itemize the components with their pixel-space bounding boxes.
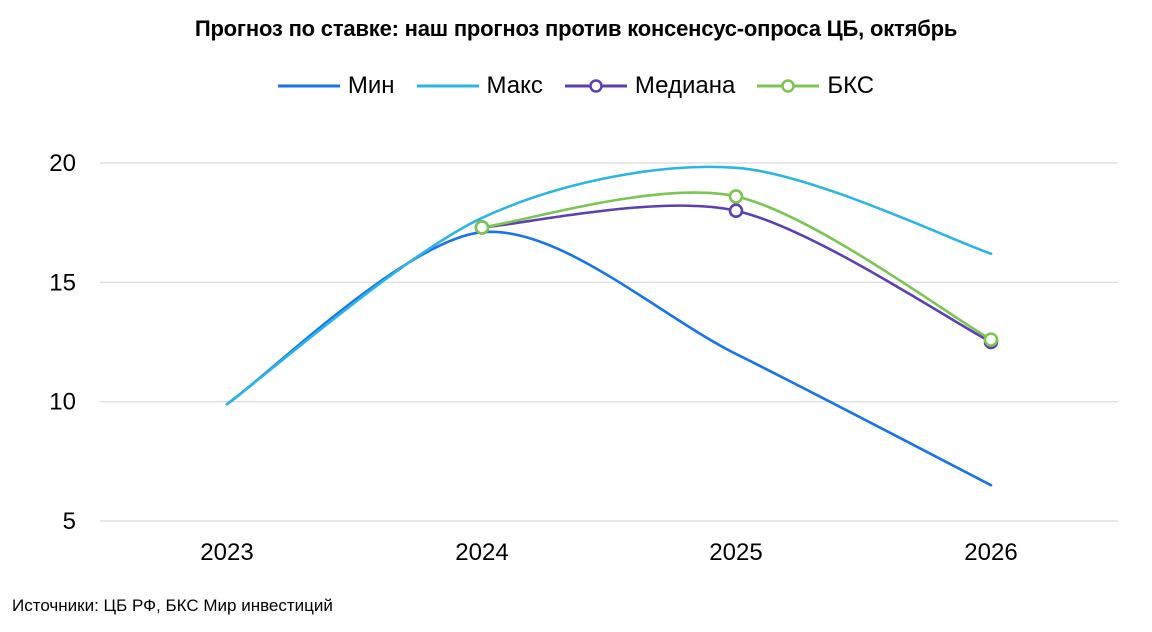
series-line-max: [225, 165, 993, 406]
x-tick-label-2026: 2026: [964, 539, 1017, 566]
legend-label-bks: БКС: [827, 72, 875, 99]
x-tick-label-2024: 2024: [455, 539, 508, 566]
point-bks-2024: [474, 220, 490, 235]
x-tick-label-2025: 2025: [709, 539, 762, 566]
source-note: Источники: ЦБ РФ, БКС Мир инвестиций: [12, 596, 333, 615]
legend-item-max: Макс: [416, 72, 543, 100]
legend-label-min: Мин: [347, 72, 395, 99]
chart-legend: Мин Макс Медиана БКС: [0, 72, 1152, 100]
series-line-median: [480, 204, 993, 344]
x-tick-label-2023: 2023: [200, 539, 253, 566]
point-bks-2025: [728, 189, 744, 204]
point-median-2025: [728, 203, 744, 219]
legend-label-median: Медиана: [634, 72, 736, 99]
series-line-min: [225, 230, 993, 487]
legend-item-median: Медиана: [564, 72, 736, 100]
y-tick-label-10: 10: [49, 389, 76, 416]
legend-swatch-bks: [757, 79, 820, 93]
legend-swatch-min: [277, 84, 340, 88]
y-tick-label-15: 15: [49, 269, 76, 296]
legend-item-min: Мин: [277, 72, 395, 100]
y-tick-label-20: 20: [49, 150, 76, 177]
chart-title: Прогноз по ставке: наш прогноз против ко…: [194, 16, 958, 41]
legend-swatch-max: [416, 84, 479, 88]
legend-swatch-median: [564, 79, 627, 93]
legend-label-max: Макс: [486, 72, 543, 99]
legend-item-bks: БКС: [757, 72, 874, 100]
y-tick-label-5: 5: [63, 508, 76, 535]
point-bks-2026: [983, 332, 999, 347]
